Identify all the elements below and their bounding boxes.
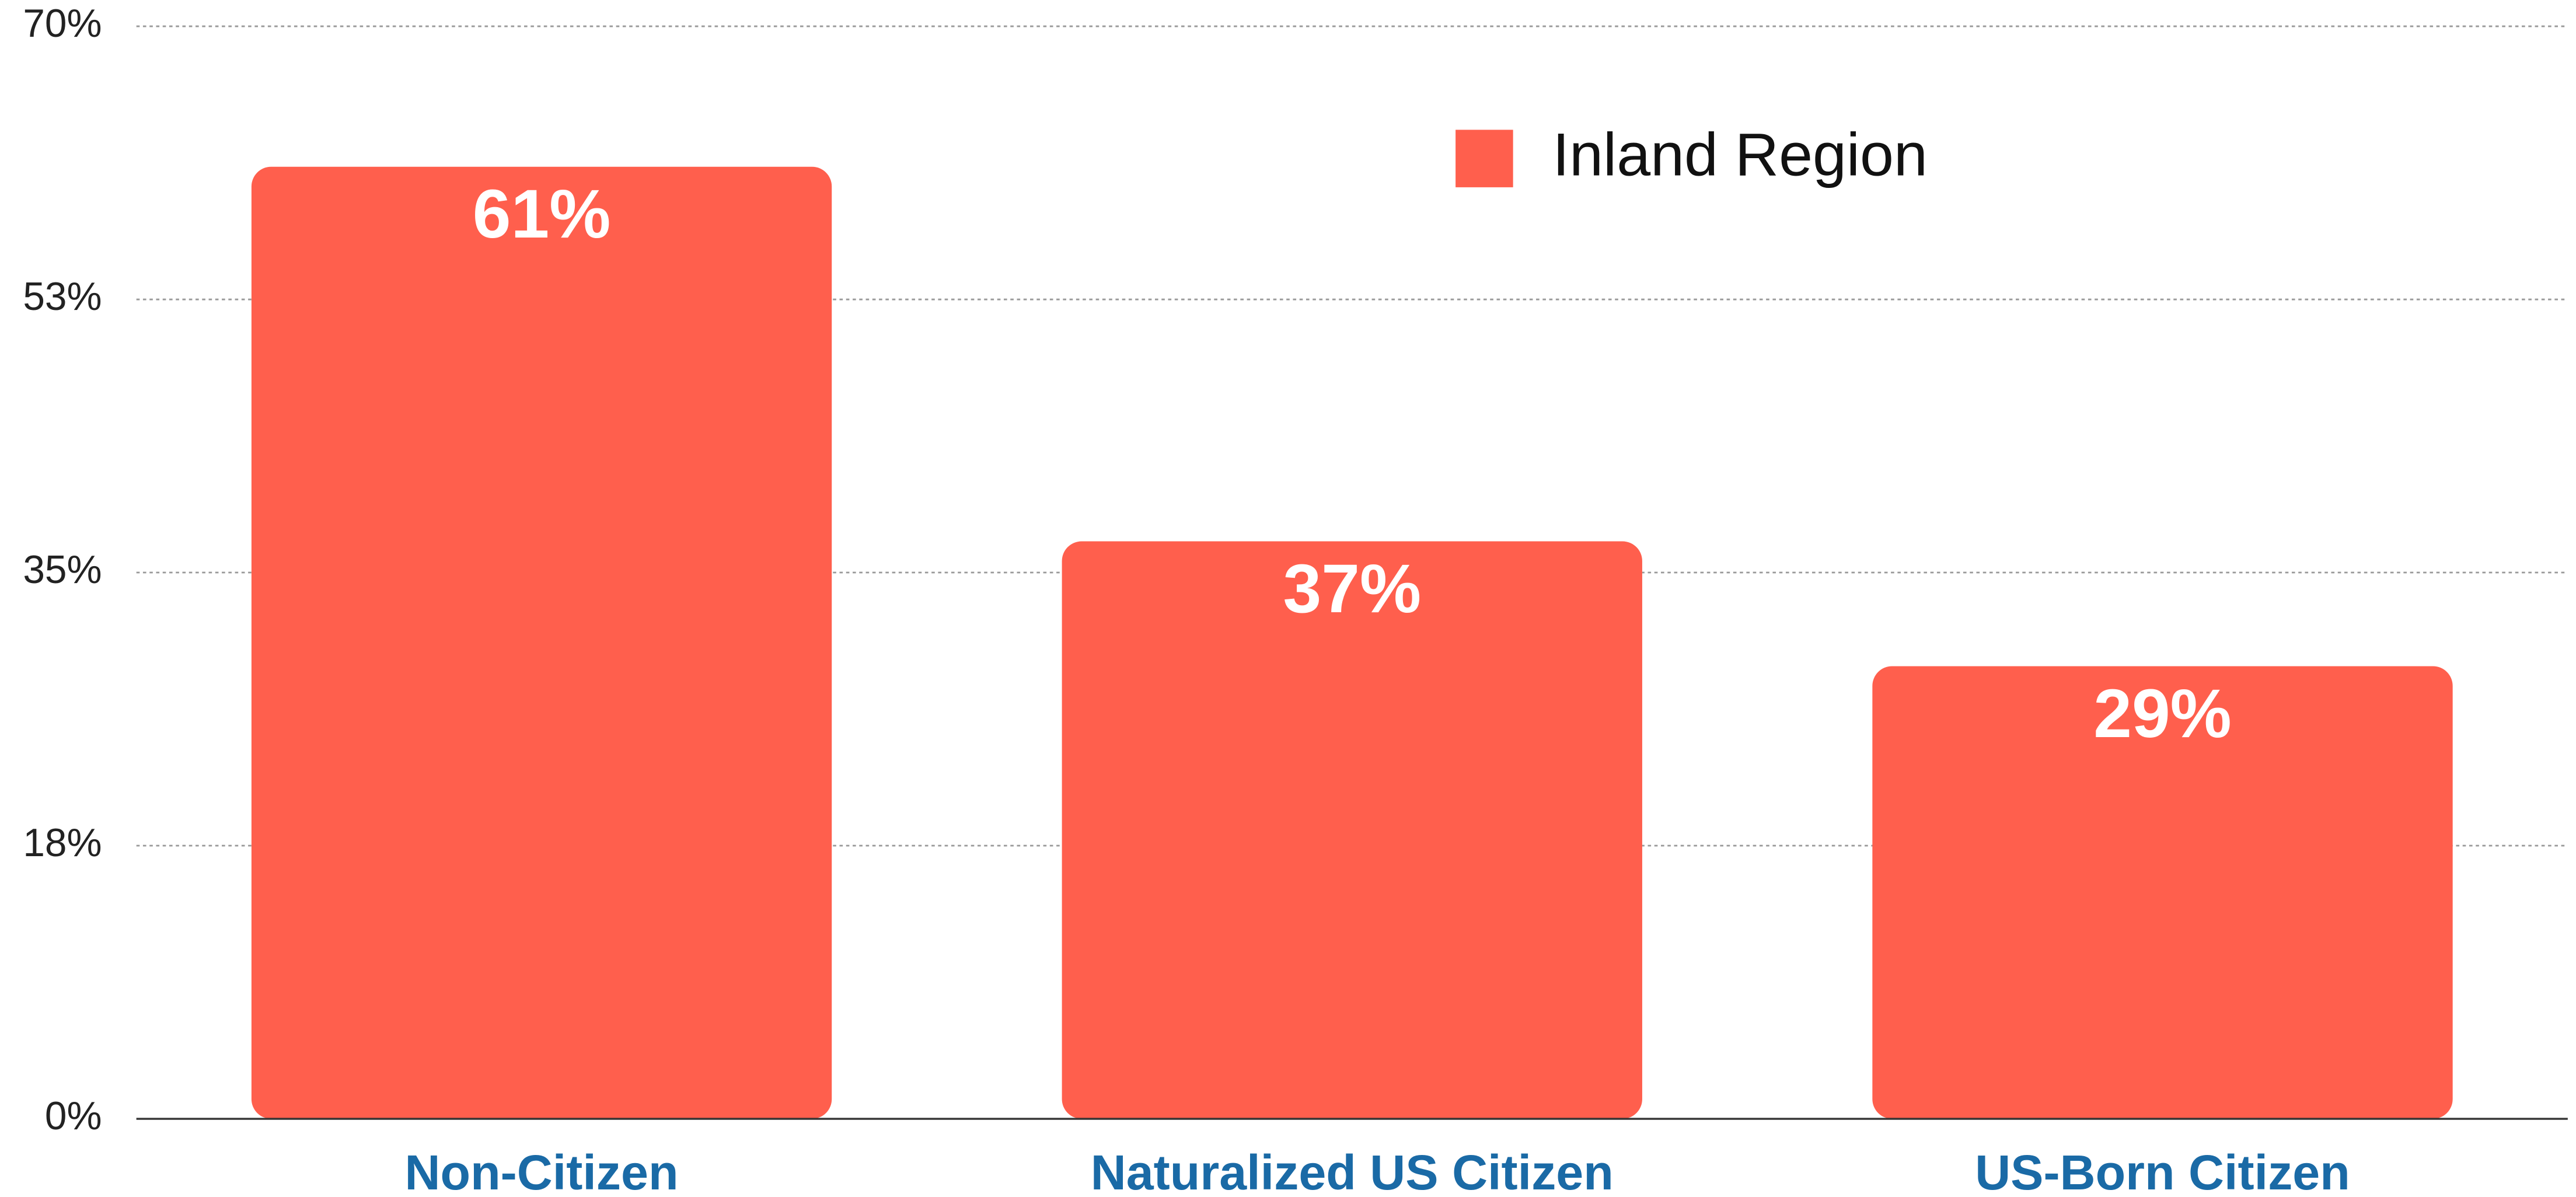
legend-swatch: [1455, 130, 1513, 187]
value-label: 61%: [473, 176, 611, 253]
y-tick-label: 70%: [23, 2, 102, 46]
bar: [1872, 666, 2453, 1119]
bar: [251, 166, 832, 1119]
x-tick-label: Non-Citizen: [405, 1145, 679, 1197]
x-tick-label: US-Born Citizen: [1975, 1145, 2350, 1197]
value-label: 29%: [2093, 675, 2232, 752]
y-tick-label: 53%: [23, 275, 102, 319]
value-label: 37%: [1283, 550, 1421, 627]
bar: [1062, 541, 1642, 1119]
x-tick-label: Naturalized US Citizen: [1091, 1145, 1614, 1197]
y-tick-label: 18%: [23, 821, 102, 865]
y-tick-label: 35%: [23, 548, 102, 592]
legend-label: Inland Region: [1552, 121, 1928, 189]
y-tick-label: 0%: [45, 1094, 102, 1138]
